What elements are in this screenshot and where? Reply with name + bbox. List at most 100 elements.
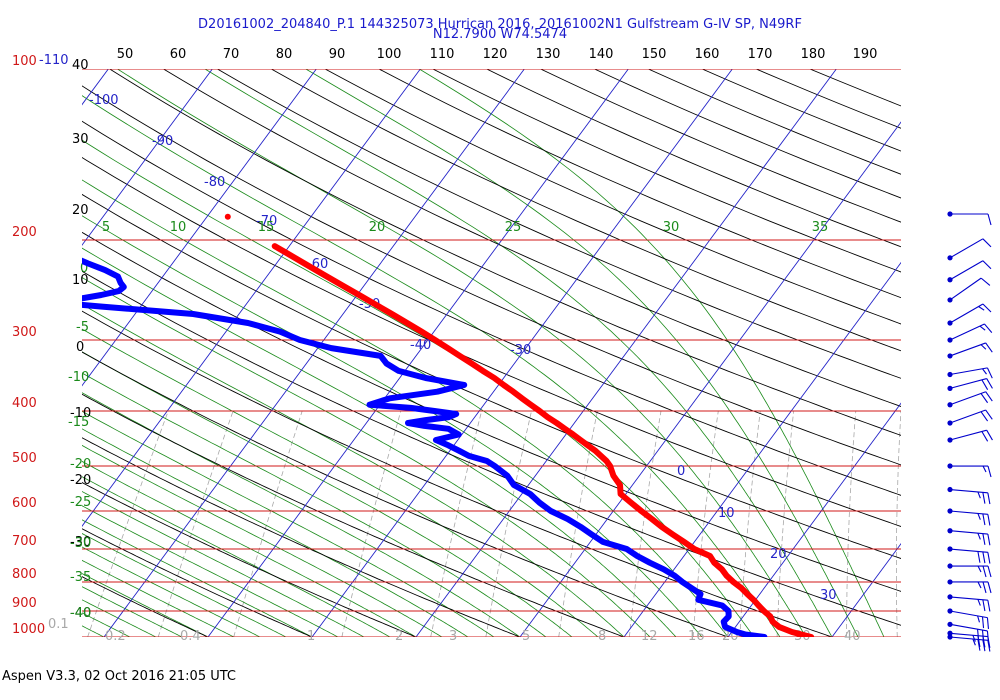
isotherm-line <box>623 261 901 637</box>
top-axis-label: 90 <box>329 47 346 62</box>
dry-adiabat-line <box>82 120 901 496</box>
wind-barb-station <box>947 255 953 261</box>
moist-adiabat-label: 15 <box>258 220 275 235</box>
isotherm-line <box>82 69 213 246</box>
wind-barb-staff <box>949 260 984 281</box>
isobar-label-1000: 1000 <box>12 622 45 637</box>
wind-barb-feather <box>982 533 986 545</box>
dry-adiabat-line <box>82 528 314 637</box>
wind-barb-staff <box>949 632 988 638</box>
dry-adiabat-label: 10 <box>72 273 89 288</box>
wind-barb-feather <box>987 581 992 594</box>
dry-adiabat-line <box>539 69 901 223</box>
wind-barb-feather <box>981 379 989 390</box>
wind-barb-feather <box>977 513 981 520</box>
moist-adiabat-line <box>82 328 599 637</box>
isobar-label-600: 600 <box>12 496 37 511</box>
isotherm-label: -90 <box>152 134 173 149</box>
temperature-outlier-point <box>224 213 231 220</box>
moist-adiabat-line <box>204 69 833 637</box>
wind-barb-feather <box>977 599 981 606</box>
wind-barb-feather <box>980 393 989 404</box>
wind-barb-staff <box>949 303 984 324</box>
wind-barb <box>947 303 992 326</box>
wind-barb-feather <box>982 513 986 526</box>
wind-barb-feather <box>982 303 992 313</box>
isobar-label-500: 500 <box>12 451 37 466</box>
moist-adiabat-label: 25 <box>505 220 522 235</box>
wind-barb-feather <box>982 368 987 375</box>
wind-barb-feather <box>977 551 981 563</box>
wind-barb-feather <box>980 411 989 422</box>
isotherm-label: 20 <box>770 547 787 562</box>
wind-barb-station <box>947 621 953 627</box>
wind-barb-feather <box>987 565 992 578</box>
moist-adiabat-label: 0 <box>80 261 88 276</box>
footer-version: Aspen V3.3, 02 Oct 2016 21:05 UTC <box>2 669 236 684</box>
mixing-ratio-label: 16 <box>688 629 705 644</box>
mixing-ratio-label: 1 <box>307 629 315 644</box>
mixing-ratio-label: 40 <box>844 629 861 644</box>
wind-barb-staff <box>949 623 988 632</box>
isotherm-line <box>82 69 317 387</box>
wind-barb-station <box>947 211 953 217</box>
wind-barb <box>947 546 991 564</box>
wind-barb-feather <box>986 630 990 643</box>
wind-barb-station <box>947 337 953 343</box>
dry-adiabat-line <box>82 270 901 626</box>
isotherm-line <box>82 69 421 527</box>
dry-adiabat-label: 40 <box>72 58 89 73</box>
moist-adiabat-label: -5 <box>76 320 89 335</box>
profiles <box>82 213 815 637</box>
wind-barb-station <box>947 546 953 552</box>
moist-adiabat-line <box>82 476 391 637</box>
dry-adiabat-label: -40 <box>70 606 91 621</box>
isotherm-label: -100 <box>89 93 119 108</box>
moist-adiabat-line <box>82 215 703 637</box>
top-axis-label: 180 <box>801 47 826 62</box>
wind-barb-station <box>947 579 953 585</box>
wind-barb <box>947 429 993 443</box>
mixing-ratio-label: 3 <box>449 629 457 644</box>
wind-barb-feather <box>987 514 991 526</box>
wind-barb-staff <box>949 378 987 389</box>
wind-barb-staff <box>949 510 988 515</box>
wind-barb-station <box>947 385 953 391</box>
wind-barb-feather <box>977 491 981 499</box>
wind-barb-feather <box>987 600 991 612</box>
dry-adiabat-line <box>82 231 901 592</box>
moist-adiabat-line <box>82 444 443 637</box>
isotherm-label: -80 <box>204 175 225 190</box>
wind-barb-station <box>947 371 953 378</box>
dry-adiabat-line <box>82 482 418 637</box>
sounding-location: N12.7900 W74.5474 <box>432 27 568 42</box>
wind-barb-feather <box>980 277 991 286</box>
wind-barb-feather <box>982 565 987 578</box>
wind-barb <box>947 391 993 408</box>
wind-barb-feather <box>977 639 981 651</box>
dry-adiabat-line <box>647 69 901 175</box>
dry-adiabat-line <box>378 69 901 299</box>
top-axis-label: 70 <box>223 47 240 62</box>
wind-barb <box>947 528 991 546</box>
dry-adiabat-line <box>82 193 901 560</box>
wind-barb <box>947 211 992 226</box>
isotherm-line <box>519 121 901 637</box>
wind-barb-station <box>947 320 953 326</box>
wind-barb-station <box>947 353 953 359</box>
wind-barb-feather <box>982 238 992 248</box>
wind-barb-feather <box>985 409 993 420</box>
isotherm-line <box>82 69 109 106</box>
wind-barb-feather <box>985 391 993 402</box>
wind-barb-staff <box>949 277 982 301</box>
moist-adiabat-label: 20 <box>369 220 386 235</box>
wind-barb-staff <box>949 367 988 376</box>
dewpoint-profile-line <box>82 257 768 637</box>
isotherm-label: 0 <box>677 464 685 479</box>
dry-adiabat-line <box>82 576 210 637</box>
wind-barb-feather <box>985 342 993 353</box>
moist-adiabat-line <box>82 351 573 637</box>
moist-adiabat-line <box>82 428 469 637</box>
wind-barb <box>947 579 992 594</box>
